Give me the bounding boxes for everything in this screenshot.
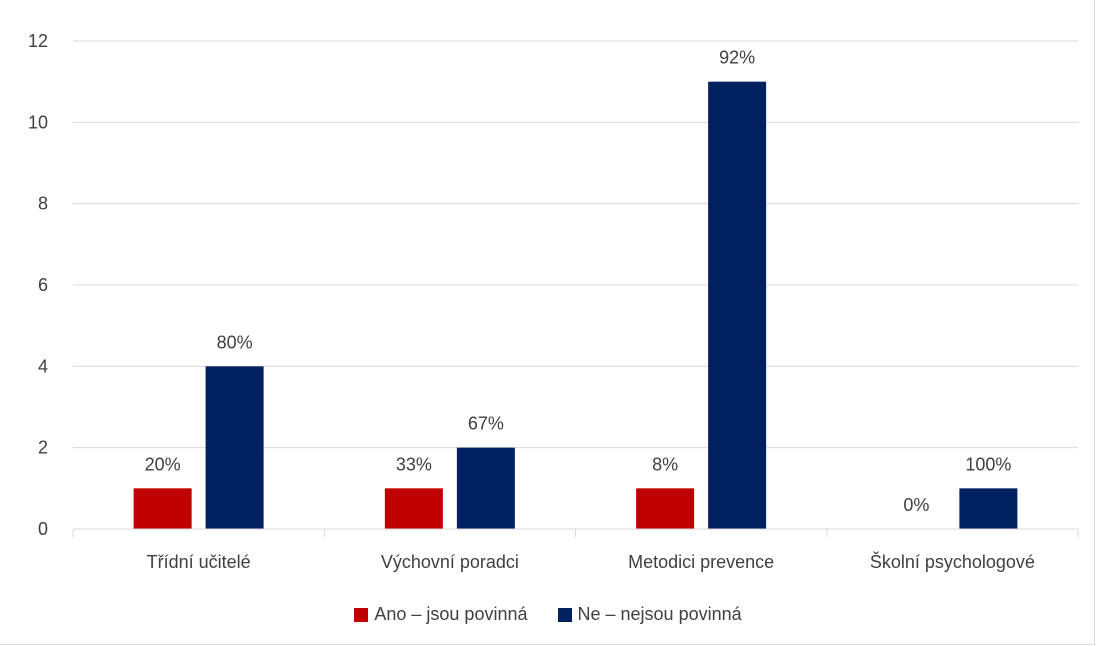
data-label: 92% [719,48,755,68]
bar [205,366,264,529]
legend-label-ne: Ne – nejsou povinná [577,604,742,624]
legend-item-ne: Ne – nejsou povinná [557,604,742,625]
y-tick-label: 6 [38,275,48,295]
data-labels: 20% 80% 33% 67% 8% 92% 0% 100% [145,48,1012,515]
data-label: 8% [652,454,678,474]
legend-swatch-red [354,607,369,622]
x-axis: Třídní učitelé Výchovní poradci Metodici p… [72,528,1079,572]
y-tick-label: 12 [28,31,48,51]
y-tick-label: 4 [38,356,48,376]
legend: Ano – jsou povinná Ne – nejsou povinná [0,604,1096,625]
data-label: 20% [145,454,181,474]
y-tick-label: 10 [28,112,48,132]
x-tick-label: Výchovní poradci [381,552,519,572]
y-axis: 0 2 4 6 8 10 12 [28,31,48,539]
data-label: 67% [468,414,504,434]
bar [456,447,515,529]
bar [959,488,1018,529]
data-label: 33% [396,454,432,474]
x-tick-label: Metodici prevence [628,552,774,572]
bar [636,488,695,529]
legend-item-ano: Ano – jsou povinná [354,604,528,625]
data-label: 0% [903,495,929,515]
y-tick-label: 8 [38,194,48,214]
data-label: 100% [965,454,1011,474]
bars [133,81,1018,530]
x-tick-label: Školní psychologové [870,551,1035,572]
legend-label-ano: Ano – jsou povinná [374,604,528,624]
x-tick-label: Třídní učitelé [147,552,251,572]
bar [384,488,443,529]
bar [708,81,767,530]
legend-swatch-navy [557,607,572,622]
y-tick-label: 2 [38,438,48,458]
bar [133,488,192,529]
y-tick-label: 0 [38,519,48,539]
data-label: 80% [217,332,253,352]
